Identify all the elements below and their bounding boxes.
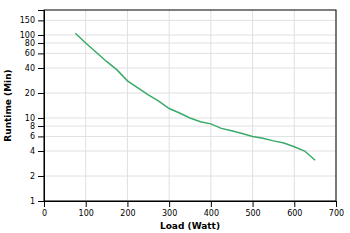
tick-mark [38, 118, 44, 119]
tick-label: 20 [25, 89, 35, 98]
grid-line-x [85, 10, 86, 201]
tick-mark [38, 93, 44, 94]
tick-mark [336, 201, 337, 207]
axis-line [45, 202, 337, 208]
tick-label: 6 [30, 132, 35, 141]
grid-line-y [44, 126, 336, 127]
tick-label: 700 [329, 209, 344, 218]
tick-mark [211, 201, 212, 207]
tick: 100 [79, 201, 94, 218]
tick-label: 100 [79, 209, 94, 218]
tick-label: 400 [204, 209, 219, 218]
grid-line-x [169, 10, 170, 201]
tick-mark [86, 201, 87, 207]
tick-mark [294, 201, 295, 207]
tick: 300 [162, 201, 177, 218]
tick-label: 100 [20, 31, 35, 40]
grid-line-y [44, 53, 336, 54]
grid-line-y [44, 20, 336, 21]
tick-mark [38, 53, 44, 54]
plot-area: 0100200300400500600700124681020406080100… [20, 10, 344, 218]
plot-frame [44, 10, 336, 201]
tick: 8 [30, 122, 44, 131]
tick: 20 [25, 89, 44, 98]
tick-mark [38, 136, 44, 137]
tick-mark [38, 151, 44, 152]
tick: 10 [25, 114, 44, 123]
grid-line-y [44, 176, 336, 177]
tick-label: 600 [287, 209, 302, 218]
grid-line-y [44, 68, 336, 69]
x-axis-title: Load (Watt) [160, 221, 220, 231]
tick-label: 8 [30, 122, 35, 131]
tick-mark [38, 20, 44, 21]
grid-line-x [294, 10, 295, 201]
tick: 2 [30, 172, 44, 181]
tick: 80 [25, 39, 44, 48]
tick-label: 2 [30, 172, 35, 181]
marks [75, 33, 315, 160]
tick-label: 60 [25, 49, 35, 58]
tick-mark [38, 35, 44, 36]
tick-label: 200 [120, 209, 135, 218]
tick: 400 [204, 201, 219, 218]
tick-mark [169, 201, 170, 207]
grid-line-y [44, 34, 336, 35]
tick: 500 [245, 201, 260, 218]
tick-mark [127, 201, 128, 207]
y-axis-title: Runtime (Min) [3, 69, 13, 141]
tick-mark [38, 201, 44, 202]
tick-mark [38, 68, 44, 69]
tick-label: 1 [30, 197, 35, 206]
tick: 200 [120, 201, 135, 218]
tick: 700 [329, 201, 344, 218]
tick: 4 [30, 147, 44, 156]
grid-line-x [127, 10, 128, 201]
y-axis: 1 2 4 6810 20 40 6080100 150 [20, 11, 45, 207]
tick: 40 [25, 64, 44, 73]
grid-line-x [252, 10, 253, 201]
grid-line-x [210, 10, 211, 201]
tick-label: 300 [162, 209, 177, 218]
tick-label: 150 [20, 16, 35, 25]
x-axis: 0 100 200 300 400 500 600 700 [42, 201, 344, 218]
tick: 1 [30, 197, 44, 206]
tick-label: 4 [30, 147, 35, 156]
grid-line-y [44, 151, 336, 152]
tick-mark [38, 43, 44, 44]
chart: 0100200300400500600700124681020406080100… [0, 0, 350, 233]
line [75, 33, 315, 160]
tick: 6 [30, 132, 44, 141]
tick: 150 [20, 16, 44, 25]
tick: 0 [42, 201, 47, 218]
grid-line-y [44, 136, 336, 137]
grid-line-y [44, 43, 336, 44]
tick-label: 500 [245, 209, 260, 218]
tick-label: 80 [25, 39, 35, 48]
tick-label: 40 [25, 64, 35, 73]
grid [44, 10, 336, 201]
grid-line-y [44, 93, 336, 94]
tick-mark [253, 201, 254, 207]
tick-label: 10 [25, 114, 35, 123]
tick-mark [38, 126, 44, 127]
tick: 60 [25, 49, 44, 58]
tick: 600 [287, 201, 302, 218]
tick-mark [38, 176, 44, 177]
axis-line [38, 11, 45, 202]
tick: 100 [20, 31, 44, 40]
tick-label: 0 [42, 209, 47, 218]
